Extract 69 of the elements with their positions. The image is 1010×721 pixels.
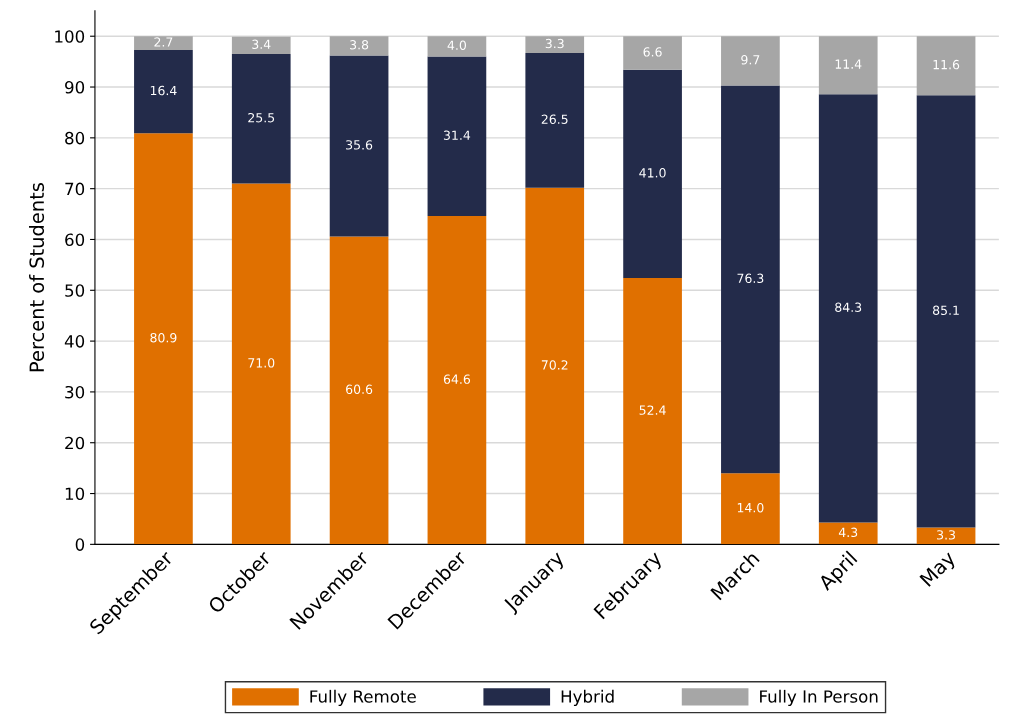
bar xyxy=(427,56,487,217)
data-label: 80.9 xyxy=(150,332,177,343)
data-label: 4.0 xyxy=(447,40,467,51)
bar xyxy=(623,278,682,545)
bar xyxy=(231,36,291,55)
bar xyxy=(329,236,389,545)
bar xyxy=(134,133,193,545)
bar xyxy=(916,95,976,528)
y-tick-label: 50 xyxy=(65,284,85,297)
bar xyxy=(916,527,976,545)
data-label: 11.4 xyxy=(835,59,862,69)
bar xyxy=(721,473,780,545)
data-label: 31.4 xyxy=(443,130,471,140)
bar xyxy=(818,36,878,95)
bar xyxy=(134,36,193,50)
bar xyxy=(818,522,878,545)
y-tick-label: 60 xyxy=(65,233,85,247)
y-axis-title: Percent of Students xyxy=(29,183,45,372)
y-tick-label: 10 xyxy=(65,487,85,501)
data-label: 41.0 xyxy=(639,168,666,178)
data-label: 2.7 xyxy=(154,37,173,47)
data-label: 9.7 xyxy=(741,55,760,65)
bar xyxy=(525,52,585,188)
bar xyxy=(231,54,291,184)
legend-label: Fully In Person xyxy=(760,689,878,706)
data-label: 64.6 xyxy=(443,374,471,384)
y-tick-label: 40 xyxy=(64,335,85,348)
bar xyxy=(623,36,682,70)
data-label: 84.3 xyxy=(835,302,862,312)
y-tick-label: 20 xyxy=(65,436,85,450)
data-label: 3.3 xyxy=(937,530,955,540)
y-tick-label: 100 xyxy=(55,30,85,43)
data-label: 70.2 xyxy=(541,360,568,370)
bar xyxy=(134,49,193,134)
data-label: 14.0 xyxy=(737,502,764,513)
bar xyxy=(525,36,585,53)
data-label: 60.6 xyxy=(346,384,373,395)
data-label: 3.8 xyxy=(350,40,369,50)
data-label: 11.6 xyxy=(933,59,960,70)
bar xyxy=(427,216,487,545)
data-label: 85.1 xyxy=(932,305,959,315)
bar xyxy=(427,36,487,57)
data-label: 4.3 xyxy=(838,527,858,538)
data-label: 3.3 xyxy=(545,38,564,49)
legend-label: Fully Remote xyxy=(310,689,416,706)
legend-label: Hybrid xyxy=(561,689,614,706)
data-label: 6.6 xyxy=(643,47,662,57)
y-tick-label: 30 xyxy=(65,385,85,399)
bar xyxy=(329,36,389,56)
data-label: 71.0 xyxy=(248,358,275,368)
data-label: 76.3 xyxy=(737,273,764,283)
data-label: 26.5 xyxy=(541,114,568,124)
y-tick-label: 0 xyxy=(75,538,85,551)
bar xyxy=(329,55,389,237)
y-tick-label: 90 xyxy=(65,81,85,94)
data-label: 52.4 xyxy=(639,405,666,415)
bar xyxy=(721,85,780,474)
bar xyxy=(721,36,780,86)
bar xyxy=(231,183,291,545)
bar xyxy=(818,94,878,523)
data-label: 3.4 xyxy=(252,39,271,49)
data-label: 25.5 xyxy=(248,112,275,123)
y-tick-label: 80 xyxy=(65,131,85,145)
data-label: 35.6 xyxy=(346,140,373,150)
bar xyxy=(525,187,585,545)
data-label: 16.4 xyxy=(150,85,177,96)
bar xyxy=(623,69,682,279)
bar xyxy=(916,36,976,96)
y-tick-label: 70 xyxy=(65,182,85,196)
